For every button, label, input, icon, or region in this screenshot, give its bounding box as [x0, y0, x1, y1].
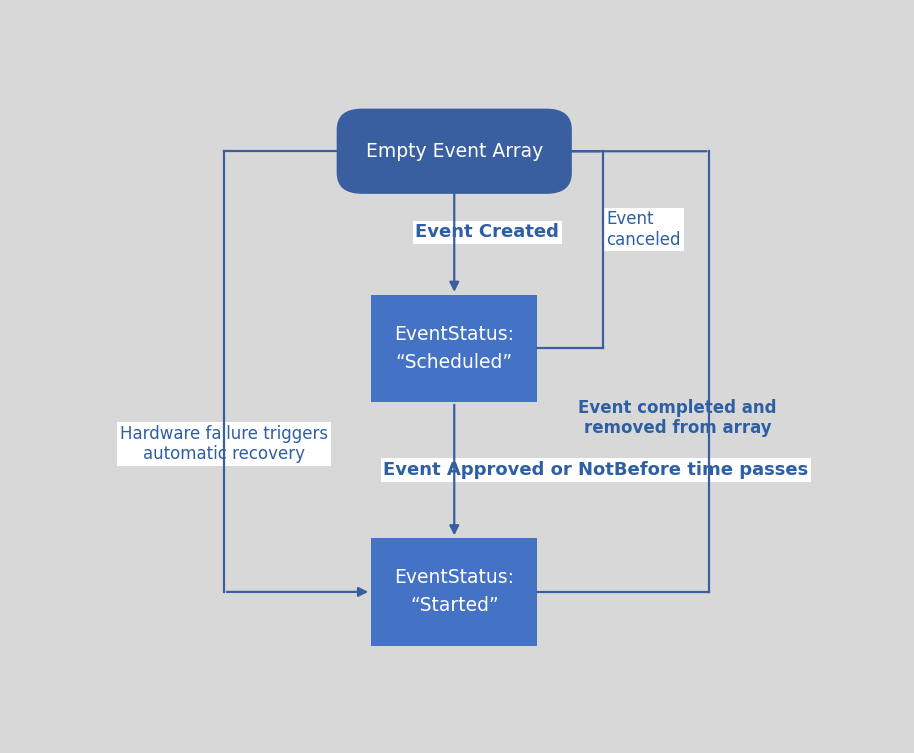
FancyBboxPatch shape — [371, 538, 537, 645]
Text: Hardware failure triggers
automatic recovery: Hardware failure triggers automatic reco… — [120, 425, 328, 463]
FancyBboxPatch shape — [371, 294, 537, 402]
Text: Event
canceled: Event canceled — [607, 210, 681, 249]
Text: Empty Event Array: Empty Event Array — [366, 142, 543, 160]
FancyBboxPatch shape — [336, 108, 572, 194]
Text: Event Created: Event Created — [415, 224, 559, 242]
Text: EventStatus:
“Scheduled”: EventStatus: “Scheduled” — [394, 325, 515, 372]
Text: EventStatus:
“Started”: EventStatus: “Started” — [394, 569, 515, 615]
Text: Event Approved or NotBefore time passes: Event Approved or NotBefore time passes — [384, 461, 809, 479]
Text: Event completed and
removed from array: Event completed and removed from array — [579, 398, 777, 437]
